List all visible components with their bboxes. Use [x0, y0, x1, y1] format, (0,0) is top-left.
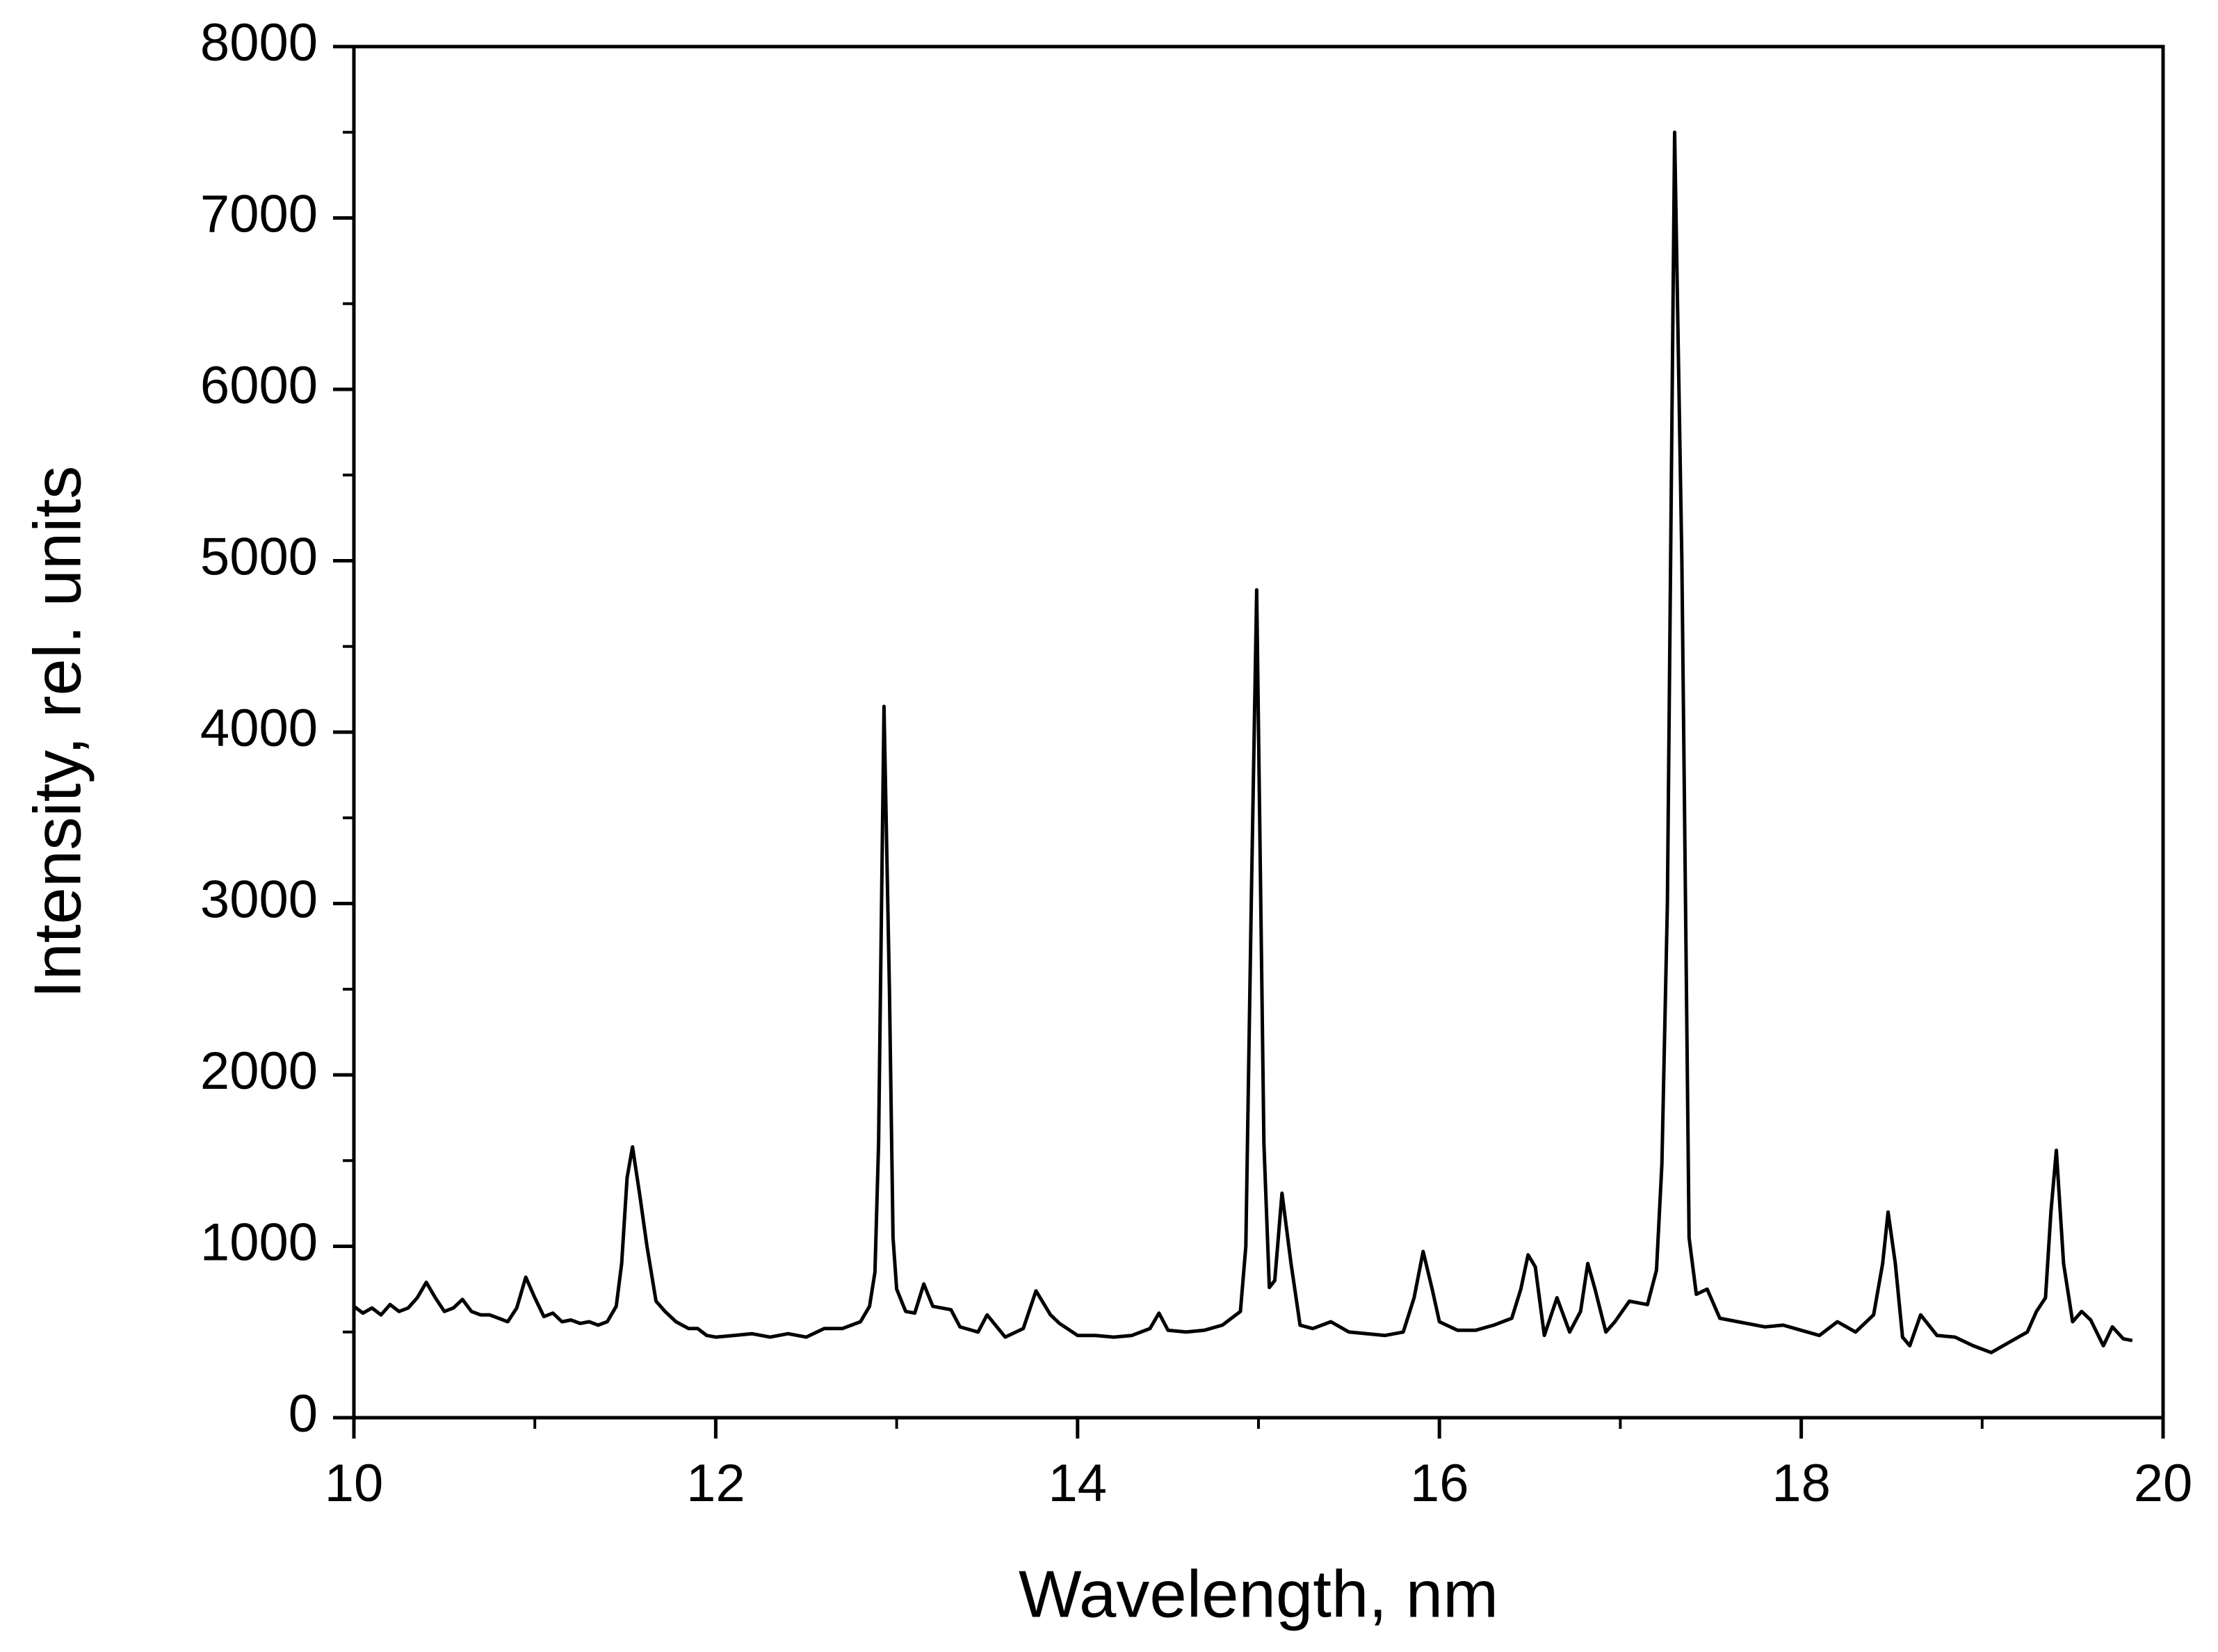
- y-tick-label: 3000: [200, 870, 318, 930]
- y-tick-label: 7000: [200, 185, 318, 244]
- x-axis-title: Wavelength, nm: [1019, 1557, 1498, 1631]
- x-tick-label: 18: [1772, 1454, 1831, 1513]
- x-tick-label: 16: [1410, 1454, 1469, 1513]
- x-tick-label: 10: [325, 1454, 384, 1513]
- y-tick-label: 1000: [200, 1213, 318, 1272]
- x-tick-label: 12: [686, 1454, 745, 1513]
- spectrum-line: [353, 130, 2133, 1354]
- y-tick-label: 6000: [200, 356, 318, 415]
- y-tick-label: 0: [289, 1384, 318, 1443]
- x-tick-label: 20: [2134, 1454, 2193, 1513]
- y-tick-label: 8000: [200, 13, 318, 72]
- x-tick-label: 14: [1049, 1454, 1108, 1513]
- y-axis-title: Intensity, rel. units: [20, 466, 95, 999]
- y-tick-label: 2000: [200, 1042, 318, 1101]
- y-tick-label: 4000: [200, 699, 318, 758]
- y-tick-label: 5000: [200, 528, 318, 587]
